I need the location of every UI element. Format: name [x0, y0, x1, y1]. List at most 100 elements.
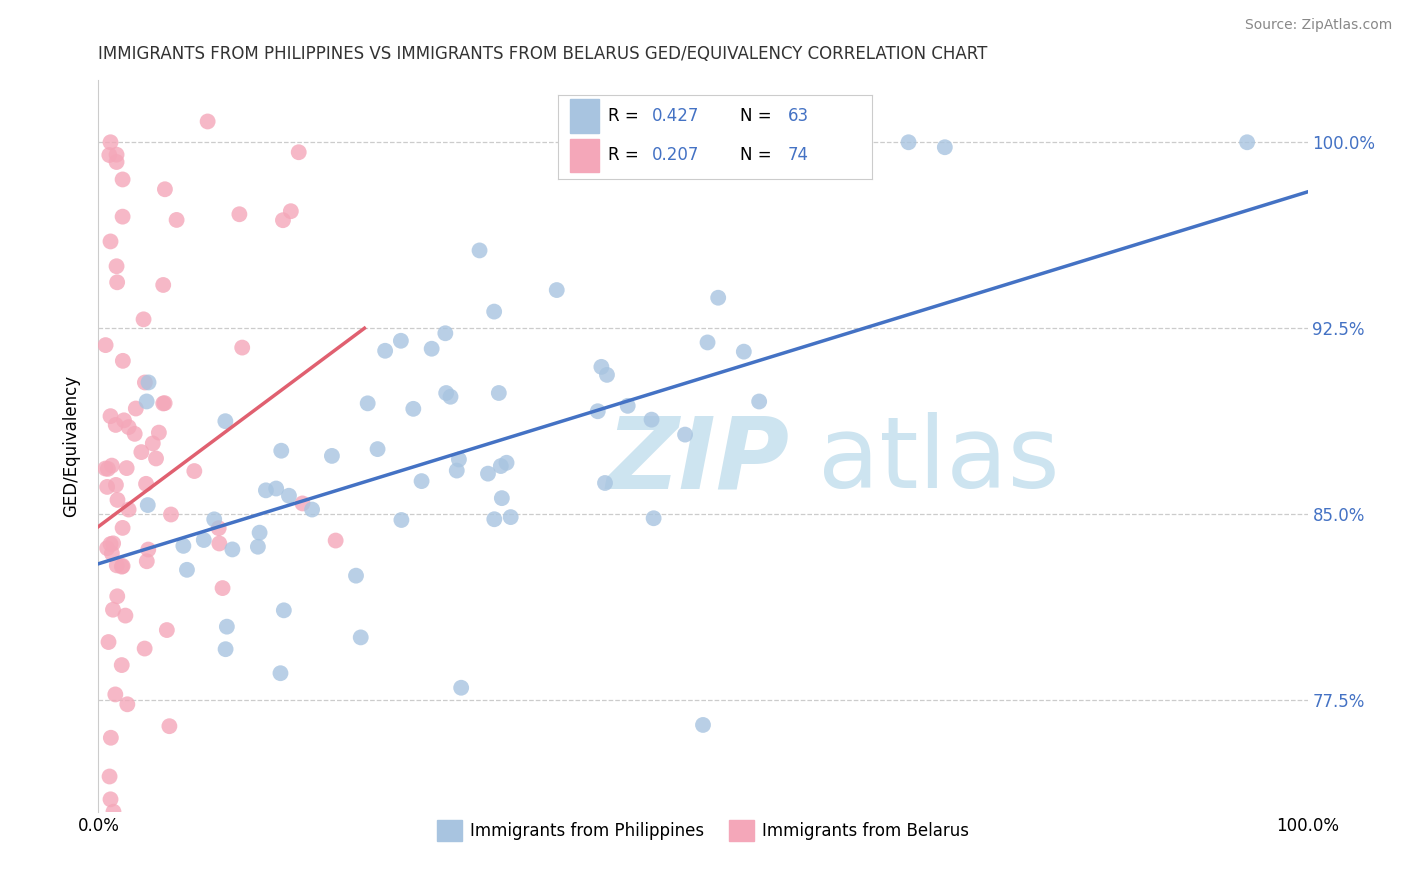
Text: Source: ZipAtlas.com: Source: ZipAtlas.com — [1244, 18, 1392, 32]
Point — [389, 334, 412, 348]
Point — [214, 642, 236, 657]
Point — [208, 521, 231, 535]
Point — [439, 390, 461, 404]
Point — [482, 304, 505, 318]
Point — [193, 533, 215, 547]
Point — [593, 475, 616, 490]
Point — [183, 464, 205, 478]
Point — [692, 718, 714, 732]
Point — [103, 805, 125, 819]
Point — [673, 427, 696, 442]
Point — [616, 399, 638, 413]
Point — [94, 338, 117, 352]
Point — [488, 386, 510, 401]
Point — [270, 443, 292, 458]
Point — [101, 603, 124, 617]
Point — [640, 412, 662, 426]
Point — [273, 603, 295, 617]
Point — [111, 210, 134, 224]
Point — [215, 620, 238, 634]
Point — [350, 631, 373, 645]
Point — [101, 458, 124, 473]
Point — [101, 536, 124, 550]
Point — [118, 420, 141, 434]
Point — [135, 394, 157, 409]
Point — [112, 413, 135, 427]
Point — [596, 368, 619, 382]
Text: IMMIGRANTS FROM PHILIPPINES VS IMMIGRANTS FROM BELARUS GED/EQUIVALENCY CORRELATI: IMMIGRANTS FROM PHILIPPINES VS IMMIGRANT… — [98, 45, 988, 63]
Point — [367, 442, 389, 456]
Point — [166, 213, 188, 227]
Point — [325, 533, 347, 548]
Point — [114, 608, 136, 623]
Point — [402, 401, 425, 416]
Point — [105, 155, 128, 169]
Point — [97, 462, 120, 476]
Point — [489, 458, 512, 473]
Point — [98, 148, 121, 162]
Point — [107, 492, 129, 507]
Point — [105, 589, 128, 603]
Point — [477, 467, 499, 481]
Point — [132, 312, 155, 326]
Point — [100, 731, 122, 745]
Point — [157, 719, 180, 733]
Point — [136, 498, 159, 512]
Point — [1236, 135, 1258, 149]
Point — [278, 489, 301, 503]
Point — [389, 513, 412, 527]
Point — [111, 521, 134, 535]
Point — [100, 792, 122, 806]
Point — [100, 409, 122, 424]
Point — [111, 658, 134, 673]
Point — [98, 770, 121, 784]
Point — [94, 461, 117, 475]
Point — [148, 425, 170, 440]
Point — [897, 135, 920, 149]
Point — [153, 182, 176, 196]
Point — [100, 537, 122, 551]
Point — [446, 464, 468, 478]
Point — [105, 147, 128, 161]
Point — [280, 204, 302, 219]
Point — [321, 449, 343, 463]
Point — [134, 641, 156, 656]
Point — [208, 536, 231, 550]
Point — [374, 343, 396, 358]
Point — [105, 275, 128, 289]
Point — [202, 512, 225, 526]
Point — [254, 483, 277, 498]
Point — [197, 114, 219, 128]
Point — [97, 635, 120, 649]
Point — [495, 456, 517, 470]
Point — [434, 326, 457, 341]
Point — [411, 474, 433, 488]
Text: ZIP: ZIP — [606, 412, 789, 509]
Point — [491, 491, 513, 505]
Text: atlas: atlas — [818, 412, 1060, 509]
Point — [546, 283, 568, 297]
Point — [357, 396, 380, 410]
Point — [287, 145, 309, 160]
Point — [176, 563, 198, 577]
Point — [733, 344, 755, 359]
Point — [153, 396, 176, 410]
Point — [104, 688, 127, 702]
Point — [499, 510, 522, 524]
Point — [152, 277, 174, 292]
Point — [134, 376, 156, 390]
Point — [96, 541, 118, 556]
Point — [748, 394, 770, 409]
Point — [135, 476, 157, 491]
Point — [131, 445, 153, 459]
Point — [111, 354, 134, 368]
Point — [231, 341, 253, 355]
Point — [101, 546, 124, 560]
Y-axis label: GED/Equivalency: GED/Equivalency — [62, 375, 80, 517]
Point — [111, 172, 134, 186]
Point — [344, 568, 367, 582]
Point — [291, 496, 314, 510]
Point — [172, 539, 194, 553]
Point — [214, 414, 236, 428]
Point — [105, 558, 128, 573]
